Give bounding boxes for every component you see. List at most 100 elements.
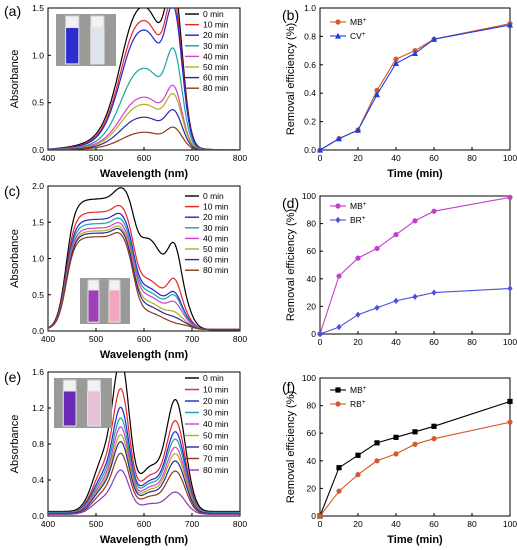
data-point [355, 452, 361, 458]
series-line [319, 196, 511, 335]
y-tick-label: 60 [307, 428, 317, 438]
legend-label: 70 min [203, 454, 229, 464]
series-line [48, 440, 240, 514]
legend-superscript: + [363, 17, 367, 24]
x-tick-label: 60 [429, 519, 439, 529]
cuvette-before-liquid [87, 289, 100, 323]
legend-label: 80 min [203, 83, 229, 93]
x-tick-label: 0 [318, 337, 323, 347]
y-tick-label: 0.5 [32, 290, 44, 300]
x-tick-label: 700 [185, 153, 199, 163]
y-axis-label: Absorbance [9, 229, 21, 288]
data-point [374, 91, 380, 98]
x-tick-label: 600 [137, 334, 151, 344]
cuvette-before-cap [65, 15, 80, 28]
data-point [336, 488, 342, 494]
x-axis-label: Wavelength (nm) [100, 534, 189, 546]
plot-frame [319, 377, 511, 517]
legend-label: BR+ [350, 215, 366, 225]
data-point [507, 194, 513, 200]
legend-label: 40 min [203, 51, 229, 61]
legend-label: 80 min [203, 465, 229, 475]
x-tick-label: 0 [318, 153, 323, 163]
data-point [374, 458, 380, 464]
y-tick-label: 0.8 [32, 439, 44, 449]
data-point [412, 429, 418, 435]
data-point [355, 126, 361, 133]
data-point [412, 441, 418, 447]
y-tick-label: 1.0 [304, 3, 316, 13]
data-point [355, 311, 361, 318]
x-tick-label: 100 [503, 337, 517, 347]
y-tick-label: 0 [311, 329, 316, 339]
cuvette-before-cap [62, 379, 77, 392]
data-point [507, 285, 513, 292]
y-tick-label: 1.6 [32, 367, 44, 377]
inset-photo [56, 14, 116, 66]
legend-name: MB [350, 201, 363, 211]
legend-name: MB [350, 17, 363, 27]
x-tick-label: 60 [429, 153, 439, 163]
x-tick-label: 60 [429, 337, 439, 347]
y-tick-label: 1.5 [32, 3, 44, 13]
x-axis-label: Time (min) [387, 168, 443, 180]
data-point [317, 146, 323, 153]
data-point [412, 50, 418, 57]
series-line [48, 469, 240, 515]
data-point [355, 472, 361, 478]
y-tick-label: 1.5 [32, 217, 44, 227]
legend-label: 20 min [203, 212, 229, 222]
panel-label: (b) [282, 7, 299, 23]
panel-label: (f) [282, 379, 295, 395]
legend-label: 30 min [203, 223, 229, 233]
panel-label: (e) [4, 369, 21, 385]
x-tick-label: 20 [353, 519, 363, 529]
x-tick-label: 400 [41, 153, 55, 163]
legend-superscript: + [362, 399, 366, 406]
plot-frame [319, 7, 511, 151]
data-point [431, 436, 437, 442]
legend-name: RB [350, 399, 362, 409]
cuvette-after-liquid [87, 390, 101, 427]
legend-name: CV [350, 31, 362, 41]
y-tick-label: 2.0 [32, 181, 44, 191]
data-point [336, 273, 342, 279]
data-point [393, 56, 399, 62]
series-line [48, 126, 240, 150]
legend-label: MB+ [350, 17, 367, 27]
series-line [48, 417, 240, 513]
series-line [319, 24, 511, 151]
x-axis-label: Time (min) [387, 534, 443, 546]
y-tick-label: 0.4 [32, 475, 44, 485]
x-tick-label: 600 [137, 153, 151, 163]
y-tick-label: 0.0 [32, 511, 44, 521]
data-point [412, 218, 418, 224]
legend-label: CV+ [350, 31, 366, 41]
panel-label: (d) [282, 195, 299, 211]
data-point [335, 216, 341, 224]
series-line [48, 108, 240, 150]
panel-e: (e) 400 500 600 700 800 0.0 0.4 0.8 1.2 1.6 Wavelen… [4, 367, 247, 546]
cuvette-before-liquid [62, 390, 77, 427]
y-tick-label: 20 [307, 483, 317, 493]
x-tick-label: 40 [391, 337, 401, 347]
legend-label: 60 min [203, 73, 229, 83]
series-line [319, 400, 511, 517]
cuvette-after-cap [87, 379, 101, 392]
y-axis-label: Removal efficiency (%) [285, 23, 297, 135]
panel-label: (c) [4, 183, 20, 199]
cuvette-before-cap [87, 279, 100, 291]
legend-label: 0 min [203, 191, 224, 201]
x-tick-label: 20 [353, 153, 363, 163]
x-tick-label: 80 [467, 519, 477, 529]
legend-label: 10 min [203, 202, 229, 212]
x-tick-label: 500 [89, 334, 103, 344]
x-tick-label: 500 [89, 519, 103, 529]
x-tick-label: 800 [233, 334, 247, 344]
y-tick-label: 0.0 [304, 145, 316, 155]
y-tick-label: 100 [302, 373, 316, 383]
data-point [335, 203, 341, 209]
y-tick-label: 20 [307, 301, 317, 311]
data-point [317, 330, 323, 338]
legend-label: 40 min [203, 419, 229, 429]
